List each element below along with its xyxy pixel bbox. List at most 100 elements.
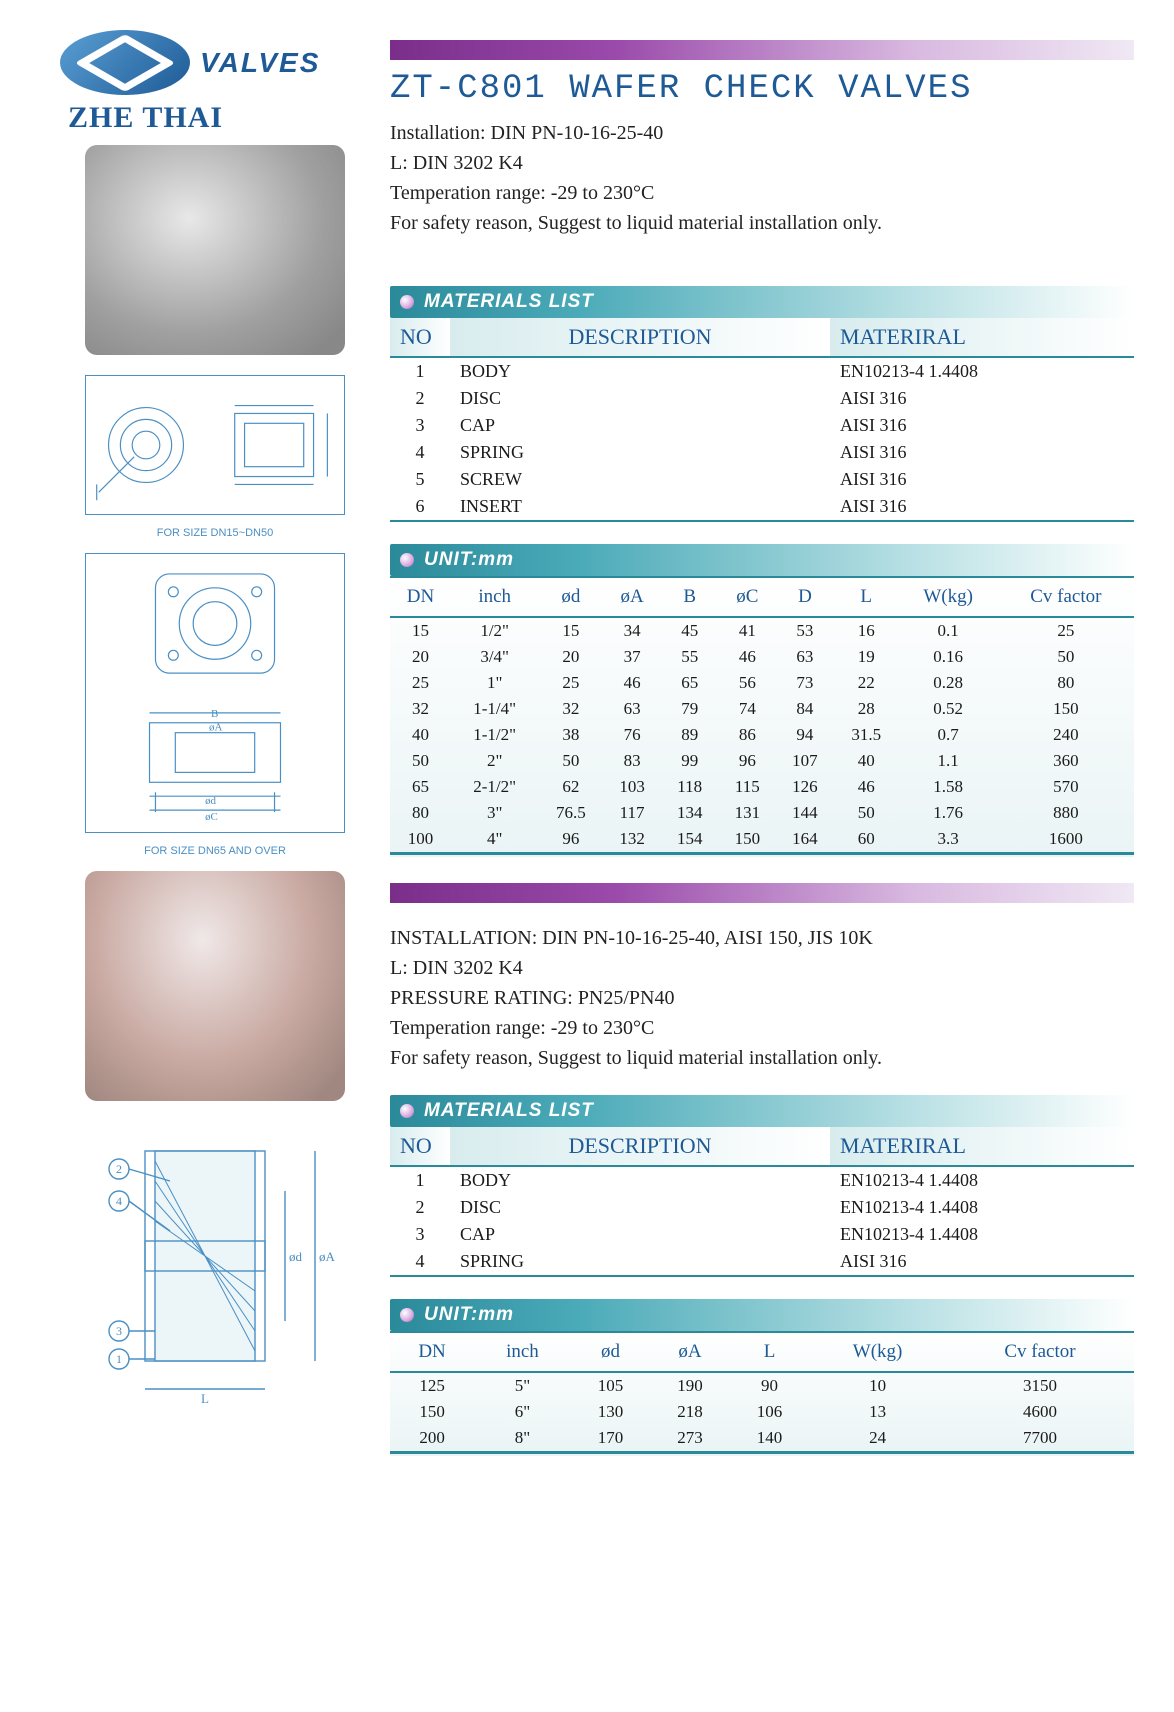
diagram-caption-1: FOR SIZE DN15~DN50 (60, 527, 370, 539)
table-row: 1BODYEN10213-4 1.4408 (390, 357, 1134, 385)
table-cell: 1.76 (899, 800, 998, 826)
table-cell: EN10213-4 1.4408 (830, 1221, 1134, 1248)
svg-text:øC: øC (205, 811, 218, 823)
table-cell: 117 (603, 800, 661, 826)
table-col-header: Cv factor (946, 1332, 1134, 1372)
table-cell: 200 (390, 1425, 474, 1453)
table-cell: 126 (776, 774, 834, 800)
table-cell: 32 (538, 696, 603, 722)
table-col-header: DN (390, 577, 451, 617)
table-cell: 96 (719, 748, 777, 774)
svg-text:4: 4 (116, 1194, 122, 1208)
spec-block-1: Installation: DIN PN-10-16-25-40 L: DIN … (390, 118, 1134, 238)
table-cell: INSERT (450, 493, 830, 521)
table-cell: 63 (603, 696, 661, 722)
diagram-caption-2: FOR SIZE DN65 AND OVER (60, 845, 370, 857)
table-col-header: øA (650, 1332, 730, 1372)
diagram-small-sizes (85, 375, 345, 515)
table-cell: 41 (719, 617, 777, 644)
section-header-materials-2: MATERIALS LIST (390, 1095, 1134, 1127)
table-cell: 1-1/2" (451, 722, 538, 748)
svg-text:ød: ød (289, 1249, 303, 1264)
table-cell: 55 (661, 644, 719, 670)
table-col-header: DESCRIPTION (450, 318, 830, 357)
table-cell: 76.5 (538, 800, 603, 826)
table-cell: 53 (776, 617, 834, 644)
section-header-unit-2: UNIT:mm (390, 1299, 1134, 1331)
table-cell: 1600 (998, 826, 1134, 854)
table-cell: 150 (719, 826, 777, 854)
table-cell: 15 (390, 617, 451, 644)
logo-brand-text: VALVES (200, 47, 320, 79)
table-cell: 0.28 (899, 670, 998, 696)
table-cell: 154 (661, 826, 719, 854)
table-row: 151/2"1534454153160.125 (390, 617, 1134, 644)
table-cell: EN10213-4 1.4408 (830, 1166, 1134, 1194)
section-header-materials-1: MATERIALS LIST (390, 286, 1134, 318)
svg-text:3: 3 (116, 1324, 122, 1338)
table-col-header: NO (390, 1127, 450, 1166)
table-cell: 360 (998, 748, 1134, 774)
diagram-large-sizes: B ød øC øA (85, 553, 345, 833)
spec-block-2: INSTALLATION: DIN PN-10-16-25-40, AISI 1… (390, 923, 1134, 1073)
table-cell: 19 (834, 644, 899, 670)
table-cell: DISC (450, 1194, 830, 1221)
table-cell: 86 (719, 722, 777, 748)
table-col-header: D (776, 577, 834, 617)
table-cell: 13 (809, 1399, 946, 1425)
table-cell: 4 (390, 439, 450, 466)
table-cell: 2" (451, 748, 538, 774)
table-cell: 6" (474, 1399, 571, 1425)
table-cell: 190 (650, 1372, 730, 1399)
table-cell: AISI 316 (830, 1248, 1134, 1276)
table-cell: 273 (650, 1425, 730, 1453)
logo-block: VALVES ZHE THAI (60, 30, 370, 135)
svg-text:øA: øA (319, 1249, 336, 1264)
table-cell: 107 (776, 748, 834, 774)
table-row: 2008"170273140247700 (390, 1425, 1134, 1453)
table-col-header: Cv factor (998, 577, 1134, 617)
table-cell: 0.16 (899, 644, 998, 670)
table-cell: 56 (719, 670, 777, 696)
table-cell: 90 (730, 1372, 810, 1399)
table-cell: 3/4" (451, 644, 538, 670)
table-cell: 45 (661, 617, 719, 644)
table-cell: 80 (998, 670, 1134, 696)
table-cell: SPRING (450, 439, 830, 466)
unit-table-1: DNinchødøABøCDLW(kg)Cv factor 151/2"1534… (390, 576, 1134, 855)
table-cell: 0.1 (899, 617, 998, 644)
table-cell: 16 (834, 617, 899, 644)
table-cell: 96 (538, 826, 603, 854)
table-cell: 50 (834, 800, 899, 826)
table-cell: 3 (390, 1221, 450, 1248)
table-cell: 0.7 (899, 722, 998, 748)
table-cell: 50 (998, 644, 1134, 670)
table-row: 3CAPAISI 316 (390, 412, 1134, 439)
table-cell: 170 (571, 1425, 651, 1453)
product-photo-2 (85, 871, 345, 1101)
table-cell: 65 (390, 774, 451, 800)
table-cell: 24 (809, 1425, 946, 1453)
table-cell: 3150 (946, 1372, 1134, 1399)
table-cell: 1/2" (451, 617, 538, 644)
table-cell: 73 (776, 670, 834, 696)
table-cell: 80 (390, 800, 451, 826)
materials-table-2: NODESCRIPTIONMATERIRAL 1BODYEN10213-4 1.… (390, 1127, 1134, 1277)
table-cell: 570 (998, 774, 1134, 800)
table-cell: 2 (390, 385, 450, 412)
table-cell: 1 (390, 1166, 450, 1194)
table-cell: 63 (776, 644, 834, 670)
table-cell: 140 (730, 1425, 810, 1453)
table-cell: 4 (390, 1248, 450, 1276)
table-row: 1506"130218106134600 (390, 1399, 1134, 1425)
product-photo-1 (85, 145, 345, 355)
table-cell: 125 (390, 1372, 474, 1399)
table-cell: 84 (776, 696, 834, 722)
table-cell: EN10213-4 1.4408 (830, 357, 1134, 385)
table-col-header: inch (474, 1332, 571, 1372)
table-cell: 25 (390, 670, 451, 696)
table-cell: 0.52 (899, 696, 998, 722)
table-cell: 8" (474, 1425, 571, 1453)
table-header-row: NODESCRIPTIONMATERIRAL (390, 1127, 1134, 1166)
table-cell: 4" (451, 826, 538, 854)
